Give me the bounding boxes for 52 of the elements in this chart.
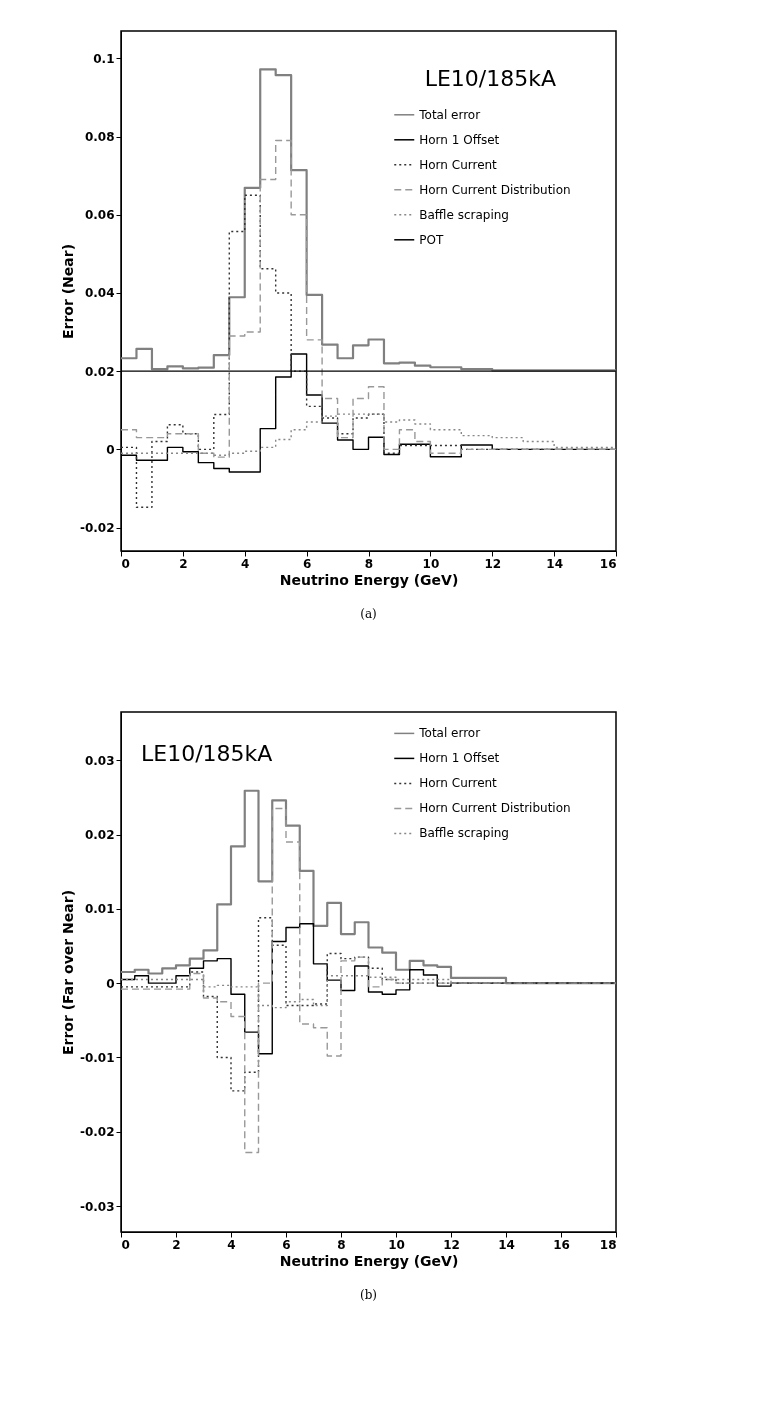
y-tick-label: -0.02 (79, 521, 115, 536)
y-tick-label: -0.03 (79, 1199, 115, 1214)
legend-label: Horn Current (419, 157, 498, 172)
y-axis-title: Error (Far over Near) (59, 889, 76, 1056)
y-tick-label: 0.01 (84, 902, 115, 917)
x-tick-label: 8 (337, 1237, 346, 1252)
x-axis-title: Neutrino Energy (GeV) (279, 571, 459, 588)
x-tick-label: 12 (443, 1237, 460, 1252)
y-tick-label: 0.08 (84, 130, 115, 145)
y-tick-label: 0.1 (93, 51, 115, 66)
x-tick-label: 10 (422, 556, 440, 571)
y-tick-label: 0.02 (84, 828, 115, 843)
legend-label: Baffle scraping (419, 826, 509, 841)
x-tick-label: 14 (546, 556, 563, 571)
x-tick-label: 16 (553, 1237, 570, 1252)
x-tick-label: 0 (121, 556, 130, 571)
y-tick-label: 0 (106, 442, 115, 457)
x-tick-label: 2 (172, 1237, 181, 1252)
x-tick-label: 4 (241, 556, 250, 571)
y-tick-label: 0 (106, 976, 115, 991)
legend-label: Horn 1 Offset (419, 751, 500, 766)
y-tick-label: 0.03 (84, 753, 115, 768)
x-tick-label: 6 (302, 556, 312, 571)
legend-label: Baffle scraping (419, 207, 509, 222)
text: (a) (360, 607, 377, 621)
legend-label: Total error (418, 726, 481, 741)
x-tick-label: 0 (121, 1237, 130, 1252)
legend-label: Horn Current Distribution (419, 182, 571, 197)
x-tick-label: 8 (364, 556, 374, 571)
x-tick-label: 16 (599, 556, 617, 571)
y-tick-label: 0.02 (84, 364, 115, 379)
legend-label: Horn Current (419, 776, 498, 791)
legend-label: POT (419, 232, 444, 247)
x-tick-label: 18 (599, 1237, 617, 1252)
y-tick-label: 0.06 (84, 208, 115, 223)
y-tick-label: -0.02 (79, 1125, 115, 1140)
legend-label: Horn 1 Offset (419, 132, 500, 147)
legend-label: Horn Current Distribution (419, 801, 571, 816)
x-tick-label: 6 (282, 1237, 291, 1252)
y-tick-label: 0.04 (84, 286, 115, 301)
y-tick-label: -0.01 (79, 1050, 115, 1065)
legend-label: Total error (418, 107, 481, 122)
x-tick-label: 10 (388, 1237, 405, 1252)
x-tick-label: 14 (498, 1237, 515, 1252)
annotation: LE10/185kA (424, 66, 556, 91)
x-axis-title: Neutrino Energy (GeV) (279, 1252, 459, 1269)
x-tick-label: 2 (179, 556, 188, 571)
x-tick-label: 4 (227, 1237, 236, 1252)
x-tick-label: 12 (484, 556, 502, 571)
y-axis-title: Error (Near) (59, 243, 76, 340)
annotation: LE10/185kA (141, 741, 273, 766)
text: (b) (359, 1288, 378, 1302)
